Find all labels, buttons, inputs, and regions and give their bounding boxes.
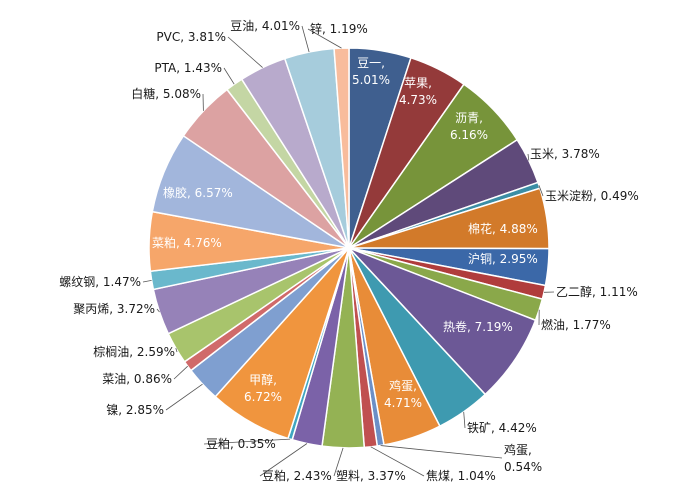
data-label: 苹果, 4.73% xyxy=(399,76,437,107)
leader-line xyxy=(156,308,160,313)
data-label: 沪铜, 2.95% xyxy=(468,251,538,266)
data-label: 螺纹钢, 1.47% xyxy=(59,275,141,289)
data-label: 焦煤, 1.04% xyxy=(426,469,496,483)
data-label: 菜油, 0.86% xyxy=(102,372,172,386)
leader-line xyxy=(538,185,544,197)
data-label: 白糖, 5.08% xyxy=(131,86,201,101)
data-label: 燃油, 1.77% xyxy=(541,317,611,332)
data-label: PTA, 1.43% xyxy=(154,61,222,75)
leader-lines xyxy=(142,25,555,477)
leader-line xyxy=(203,438,291,445)
data-label: 鸡蛋, 0.54% xyxy=(504,442,542,474)
data-label: 甲醇, 6.72% xyxy=(244,372,282,404)
leader-line xyxy=(463,411,466,429)
leader-line xyxy=(175,347,178,353)
leader-line xyxy=(333,447,344,477)
data-label: 橡胶, 6.57% xyxy=(163,185,233,200)
data-label: 铁矿, 4.42% xyxy=(467,421,537,435)
data-label: 热卷, 7.19% xyxy=(443,319,513,334)
leader-line xyxy=(165,383,203,411)
data-label: PVC, 3.81% xyxy=(156,30,226,44)
data-label: 锌, 1.19% xyxy=(310,22,368,36)
leader-line xyxy=(142,280,152,283)
data-label: 菜粕, 4.76% xyxy=(152,235,222,250)
data-label: 豆油, 4.01% xyxy=(230,19,300,33)
leader-line xyxy=(301,25,310,53)
data-label: 玉米, 3.78% xyxy=(530,147,600,161)
leader-line xyxy=(527,153,530,161)
data-label: 棕榈油, 2.59% xyxy=(93,344,175,359)
leader-line xyxy=(227,36,263,68)
data-label: 沥青, 6.16% xyxy=(450,111,488,142)
data-label: 棉花, 4.88% xyxy=(468,221,538,236)
data-label: 豆粕, 0.35% xyxy=(206,436,276,451)
data-label: 鸡蛋, 4.71% xyxy=(384,378,422,410)
slice-29 xyxy=(333,47,350,249)
data-label: 玉米淀粉, 0.49% xyxy=(545,189,639,203)
leader-line xyxy=(173,365,188,380)
data-labels: 豆一, 5.01% 苹果, 4.73% 沥青, 6.16% 玉米, 3.78% 玉米淀粉, 0… xyxy=(59,19,639,483)
data-label: 豆一, 5.01% xyxy=(352,56,390,87)
leader-line xyxy=(259,443,308,477)
data-label: 聚丙烯, 3.72% xyxy=(73,302,155,316)
leader-line xyxy=(370,446,425,477)
data-label: 乙二醇, 1.11% xyxy=(556,284,638,299)
leader-line xyxy=(307,28,342,49)
data-label: 镍, 2.85% xyxy=(106,403,164,417)
leader-line xyxy=(380,445,503,459)
pie-slices xyxy=(148,47,550,449)
leader-line xyxy=(223,67,235,85)
data-label: 豆粕, 2.43% xyxy=(262,468,332,483)
data-label: 塑料, 3.37% xyxy=(336,468,406,483)
